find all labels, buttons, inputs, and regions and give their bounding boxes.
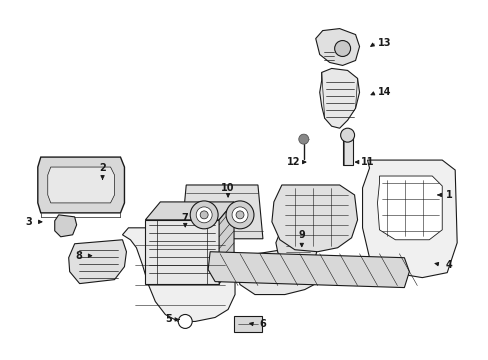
Polygon shape <box>38 157 124 213</box>
Circle shape <box>225 201 253 229</box>
Text: 1: 1 <box>445 190 452 200</box>
Polygon shape <box>68 240 126 284</box>
Text: 6: 6 <box>259 319 266 329</box>
Polygon shape <box>232 248 329 294</box>
Text: 14: 14 <box>377 87 390 97</box>
Circle shape <box>232 207 247 223</box>
Text: 13: 13 <box>377 37 390 48</box>
Circle shape <box>178 315 192 328</box>
Circle shape <box>340 128 354 142</box>
Text: 12: 12 <box>286 157 300 167</box>
Text: 10: 10 <box>221 183 234 193</box>
Polygon shape <box>145 220 219 284</box>
Polygon shape <box>48 167 114 203</box>
Polygon shape <box>315 28 359 66</box>
Circle shape <box>236 211 244 219</box>
Text: 5: 5 <box>164 314 171 324</box>
Polygon shape <box>122 228 235 321</box>
Circle shape <box>334 41 350 57</box>
Text: 3: 3 <box>25 217 32 227</box>
Circle shape <box>298 134 308 144</box>
Polygon shape <box>181 185 263 239</box>
Polygon shape <box>145 202 234 220</box>
Text: 2: 2 <box>99 163 106 173</box>
Circle shape <box>196 207 212 223</box>
Text: 11: 11 <box>360 157 373 167</box>
Bar <box>342 137 352 165</box>
Text: 4: 4 <box>445 260 452 270</box>
Circle shape <box>190 201 218 229</box>
Circle shape <box>200 211 208 219</box>
Polygon shape <box>271 185 357 252</box>
Polygon shape <box>377 176 441 240</box>
Polygon shape <box>55 215 77 237</box>
Bar <box>234 316 262 332</box>
Text: 9: 9 <box>298 230 305 240</box>
Text: 7: 7 <box>182 213 188 223</box>
Polygon shape <box>208 252 408 288</box>
Polygon shape <box>362 160 456 278</box>
Polygon shape <box>219 202 234 284</box>
Polygon shape <box>275 230 319 266</box>
Text: 8: 8 <box>75 251 82 261</box>
Polygon shape <box>319 68 359 128</box>
